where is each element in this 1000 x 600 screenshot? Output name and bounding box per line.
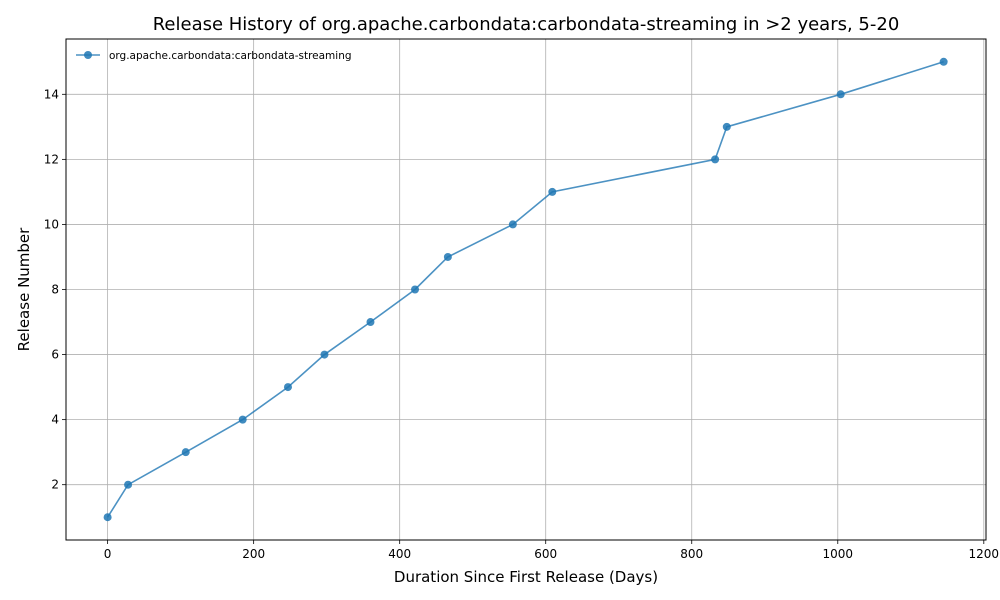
x-tick-label: 0 <box>104 547 112 561</box>
data-point <box>443 252 452 261</box>
x-tick-label: 1200 <box>969 547 1000 561</box>
data-point <box>366 318 375 327</box>
x-tick-label: 600 <box>534 547 557 561</box>
data-point <box>711 155 720 164</box>
data-point <box>124 480 133 489</box>
y-tick-label: 12 <box>44 152 59 166</box>
data-point <box>181 448 190 457</box>
data-point <box>238 415 247 424</box>
data-point <box>103 513 112 522</box>
x-tick-label: 400 <box>388 547 411 561</box>
data-point <box>283 383 292 392</box>
data-point <box>836 90 845 99</box>
y-tick-label: 2 <box>51 478 59 492</box>
y-tick-label: 8 <box>51 283 59 297</box>
legend-label: org.apache.carbondata:carbondata-streami… <box>109 50 352 62</box>
data-point <box>411 285 420 294</box>
chart-title: Release History of org.apache.carbondata… <box>153 14 900 35</box>
data-point <box>508 220 517 229</box>
y-tick-label: 14 <box>44 87 59 101</box>
y-tick-label: 6 <box>51 348 59 362</box>
x-tick-label: 200 <box>242 547 265 561</box>
legend-marker <box>84 51 92 59</box>
x-axis-title: Duration Since First Release (Days) <box>394 568 658 586</box>
x-tick-label: 800 <box>680 547 703 561</box>
series-layer <box>103 57 948 522</box>
y-tick-label: 10 <box>44 217 59 231</box>
y-axis-title: Release Number <box>15 227 33 351</box>
y-tick-label: 4 <box>51 413 59 427</box>
axis-ticks: 0 200 400 600 800 1000 1200 2 4 6 8 10 12 14 <box>44 87 999 561</box>
data-point <box>548 187 557 196</box>
data-point <box>320 350 329 359</box>
grid-lines <box>66 39 986 540</box>
legend: org.apache.carbondata:carbondata-streami… <box>76 50 352 62</box>
x-tick-label: 1000 <box>823 547 854 561</box>
data-point <box>939 57 948 66</box>
data-point <box>722 122 731 131</box>
